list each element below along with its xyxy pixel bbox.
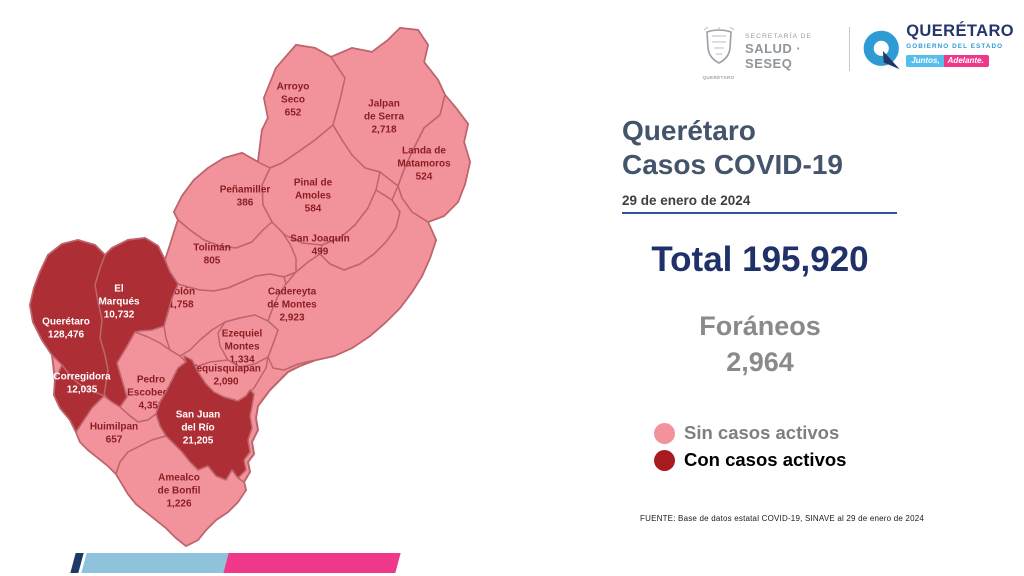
municipality-label: 10,732 [104,310,135,321]
legend: Sin casos activos Con casos activos [654,422,846,476]
municipality-label: 499 [312,247,329,258]
municipality-label: Corregidora [53,372,111,383]
municipality-label: Huimilpan [90,422,138,433]
municipality-label: San Joaquín [290,234,349,245]
municipality-label: Amoles [295,191,332,202]
municipality-label: de Serra [364,112,404,123]
municipality-label: 524 [416,172,433,183]
seseq-line1: SECRETARÍA DE [745,33,812,40]
municipality-label: El [114,284,124,295]
seseq-line2: SALUD · SESEQ [745,41,802,71]
source-note: FUENTE: Base de datos estatal COVID-19, … [640,514,925,523]
foraneos-label: Foráneos [699,311,821,341]
municipality-label: 584 [305,204,322,215]
queretaro-q-icon [863,30,900,70]
seseq-crest-icon: QUERÉTARO [700,26,737,80]
seseq-crest-caption: QUERÉTARO [702,75,735,80]
municipality-label: 12,035 [67,385,98,396]
municipality-label: 21,205 [183,436,214,447]
municipality-label: Arroyo [277,82,310,93]
bottom-accent-bar [70,553,401,573]
gobierno-logo: QUERÉTARO GOBIERNO DEL ESTADO Juntos, Ad… [862,22,1014,80]
legend-label-active: Con casos activos [684,449,847,470]
municipality-label: 128,476 [48,330,85,341]
municipality-label: Peñamiller [220,185,271,196]
municipality-label: Matamoros [397,159,451,170]
municipality-shape-amealco [115,435,247,547]
municipality-label: Cadereyta [268,287,317,298]
bar-pink-segment [223,553,401,573]
municipality-label: 1,758 [168,300,193,311]
municipality-shape-queretaro [29,239,109,397]
municipality-landa: Landa de Matamoros 524 [397,94,471,223]
badge-adelante: Adelante. [943,55,989,67]
municipality-label: Tequisquiapan [191,364,261,375]
municipality-label: Ezequiel [222,329,263,340]
municipality-label: Querétaro [42,317,90,328]
municipality-label: 386 [237,198,254,209]
municipality-label: Landa de [402,146,446,157]
municipality-label: Tolimán [193,243,231,254]
legend-label-inactive: Sin casos activos [684,422,840,443]
municipality-label: Colón [167,287,195,298]
foraneos-block: Foráneos 2,964 [622,308,898,380]
active-cases-dot-icon [654,449,675,471]
municipality-label: 657 [106,435,123,446]
municipality-label: 1,334 [229,355,254,366]
inactive-cases-dot-icon [654,422,675,444]
bar-blue-segment [81,553,229,573]
municipality-label: 2,718 [371,125,396,136]
report-date: 29 de enero de 2024 [622,193,751,208]
municipality-amealco: Amealco de Bonfil 1,226 [115,435,247,547]
seseq-logo: QUERÉTARO SECRETARÍA DE SALUD · SESEQ [700,24,850,80]
municipality-label: de Montes [267,300,317,311]
municipality-label: 2,923 [279,313,304,324]
municipality-queretaro: Querétaro 128,476 [29,239,109,397]
municipality-label: Amealco [158,473,200,484]
municipality-label: del Río [181,423,214,434]
municipality-label: Pinal de [294,178,333,189]
gobierno-subtitle: GOBIERNO DEL ESTADO [906,43,1004,50]
municipality-label: de Bonfil [158,486,201,497]
municipality-label: Seco [281,95,305,106]
municipality-label: 652 [285,108,302,119]
total-cases: Total 195,920 [651,240,869,279]
gobierno-name: QUERÉTARO [906,22,1014,40]
municipality-label: Jalpan [368,99,400,110]
municipality-label: 1,226 [166,499,191,510]
municipality-label: Marqués [98,297,140,308]
municipality-label: Montes [225,342,260,353]
municipality-label: San Juan [176,410,220,421]
logo-divider [849,27,850,71]
municipality-label: Escobedo [127,388,175,399]
municipality-label: 4,352 [138,401,163,412]
municipality-label: 2,090 [213,377,238,388]
title-line1: Querétaro [622,115,756,146]
municipality-ezequiel-montes: Ezequiel Montes 1,334 [217,314,279,368]
foraneos-value: 2,964 [726,347,794,377]
title-line2: Casos COVID-19 [622,149,843,180]
municipality-label: 805 [204,256,221,267]
page-title: Querétaro Casos COVID-19 [622,114,843,182]
gobierno-badge: Juntos, Adelante. [906,55,989,67]
badge-juntos: Juntos, [906,55,944,67]
date-underline [622,212,897,214]
municipality-label: Pedro [137,375,165,386]
legend-row-inactive: Sin casos activos [654,422,846,444]
legend-row-active: Con casos activos [654,449,846,471]
